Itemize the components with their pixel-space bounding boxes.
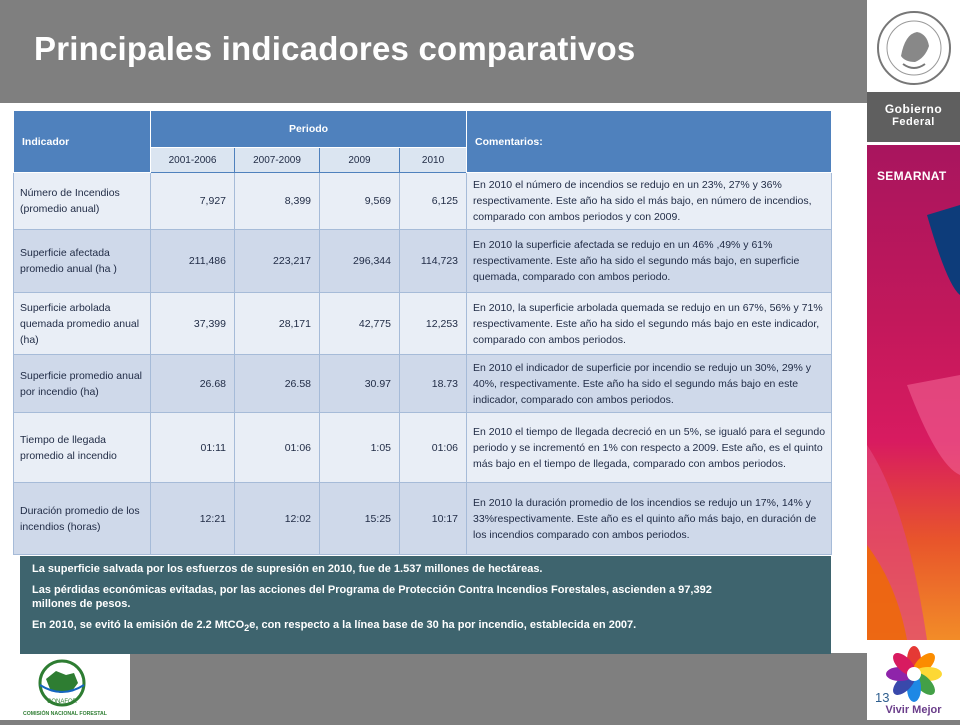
note-perdidas-evitadas: Las pérdidas económicas evitadas, por la… — [32, 583, 819, 611]
indicator-name: Número de Incendios (promedio anual) — [13, 172, 151, 230]
table-row: Duración promedio de los incendios (hora… — [13, 482, 833, 555]
gobierno-label: Gobierno — [884, 102, 943, 116]
value-cell: 01:06 — [234, 412, 320, 483]
table-row: Superficie promedio anual por incendio (… — [13, 354, 833, 413]
value-cell: 30.97 — [319, 354, 400, 413]
indicator-name: Superficie arbolada quemada promedio anu… — [13, 292, 151, 355]
value-cell: 114,723 — [398, 229, 468, 293]
value-cell: 9,569 — [319, 172, 400, 230]
value-cell: 12:02 — [234, 482, 320, 555]
comment-cell: En 2010 el número de incendios se redujo… — [466, 172, 833, 230]
comment-cell: En 2010 la duración promedio de los ince… — [466, 482, 833, 555]
conafor-logo: CONAFOR COMISIÓN NACIONAL FORESTAL — [0, 653, 130, 720]
conafor-short-label: CONAFOR — [47, 699, 78, 705]
header-period: 2007-2009 — [234, 147, 320, 173]
value-cell: 12:21 — [150, 482, 235, 555]
note-emisiones-sub: 2 — [244, 623, 250, 634]
value-cell: 223,217 — [234, 229, 320, 293]
header-period: 2009 — [319, 147, 400, 173]
value-cell: 12,253 — [398, 292, 468, 355]
value-cell: 18.73 — [398, 354, 468, 413]
conafor-emblem-icon: CONAFOR COMISIÓN NACIONAL FORESTAL — [23, 659, 108, 717]
federal-label: Federal — [892, 116, 935, 128]
value-cell: 28,171 — [234, 292, 320, 355]
mexico-seal-icon — [877, 11, 951, 85]
value-cell: 26.68 — [150, 354, 235, 413]
value-cell: 01:11 — [150, 412, 235, 483]
indicator-name: Superficie afectada promedio anual (ha ) — [13, 229, 151, 293]
indicator-name: Duración promedio de los incendios (hora… — [13, 482, 151, 555]
slide-title: Principales indicadores comparativos — [34, 30, 636, 67]
indicators-table: Indicador Periodo Comentarios: 2001-2006… — [13, 110, 833, 555]
comment-cell: En 2010 el indicador de superficie por i… — [466, 354, 833, 413]
note-superficie-salvada: La superficie salvada por los esfuerzos … — [32, 563, 543, 575]
page-number: 13 — [875, 690, 890, 705]
note-emisiones: En 2010, se evitó la emisión de 2.2 MtCO… — [32, 618, 819, 635]
value-cell: 10:17 — [398, 482, 468, 555]
bottom-strip — [0, 653, 867, 720]
header-periodo: Periodo — [149, 110, 468, 148]
value-cell: 15:25 — [319, 482, 400, 555]
value-cell: 42,775 — [319, 292, 400, 355]
comment-cell: En 2010 la superficie afectada se redujo… — [466, 229, 833, 293]
note-perdidas-text: Las pérdidas económicas evitadas, por la… — [32, 584, 712, 596]
note-emisiones-pre: En 2010, se evitó la emisión de 2.2 MtCO — [32, 619, 245, 631]
vivir-mejor-label: Vivir Mejor — [885, 704, 942, 716]
semarnat-label: SEMARNAT — [877, 169, 947, 183]
semarnat-band: SEMARNAT — [867, 145, 960, 640]
value-cell: 296,344 — [319, 229, 400, 293]
conafor-label: COMISIÓN NACIONAL FORESTAL — [23, 709, 108, 717]
value-cell: 211,486 — [150, 229, 235, 293]
table-row: Número de Incendios (promedio anual) 7,9… — [13, 172, 833, 230]
header-period: 2010 — [398, 147, 468, 173]
value-cell: 37,399 — [150, 292, 235, 355]
value-cell: 1:05 — [319, 412, 400, 483]
notes-box: La superficie salvada por los esfuerzos … — [20, 556, 831, 654]
header-period: 2001-2006 — [150, 147, 235, 173]
gobierno-federal-band: Gobierno Federal — [867, 92, 960, 142]
comment-cell: En 2010, la superficie arbolada quemada … — [466, 292, 833, 355]
table-row: Superficie arbolada quemada promedio anu… — [13, 292, 833, 355]
table-row: Tiempo de llegada promedio al incendio 0… — [13, 412, 833, 483]
indicator-name: Superficie promedio anual por incendio (… — [13, 354, 151, 413]
value-cell: 6,125 — [398, 172, 468, 230]
decorative-ribbons — [867, 145, 960, 640]
header-indicador: Indicador — [13, 110, 151, 173]
indicator-name: Tiempo de llegada promedio al incendio — [13, 412, 151, 483]
branding-panel: Gobierno Federal SEMARNAT — [867, 0, 960, 720]
value-cell: 8,399 — [234, 172, 320, 230]
note-emisiones-post: e, con respecto a la línea base de 30 ha… — [249, 619, 637, 631]
header-comentarios: Comentarios: — [466, 110, 833, 173]
value-cell: 7,927 — [150, 172, 235, 230]
value-cell: 01:06 — [398, 412, 468, 483]
comment-cell: En 2010 el tiempo de llegada decreció en… — [466, 412, 833, 483]
table-row: Superficie afectada promedio anual (ha )… — [13, 229, 833, 293]
vivir-mejor-flower-icon — [886, 646, 942, 702]
note-perdidas-text-cont: millones de pesos. — [32, 598, 131, 610]
value-cell: 26.58 — [234, 354, 320, 413]
